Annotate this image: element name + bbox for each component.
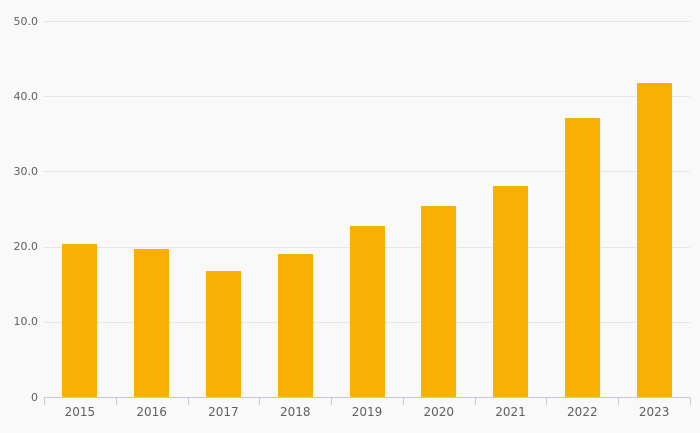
bar-2019 xyxy=(349,226,385,397)
x-axis-label: 2015 xyxy=(64,405,96,419)
bar-2020 xyxy=(421,205,457,397)
x-axis-tick xyxy=(259,397,261,405)
x-axis-line xyxy=(44,397,691,398)
x-axis-label: 2022 xyxy=(567,405,598,419)
x-axis-tick xyxy=(44,397,45,405)
gridline xyxy=(44,171,690,173)
x-axis-tick xyxy=(115,397,117,405)
bar-2015 xyxy=(62,244,98,397)
y-axis-label: 30.0 xyxy=(13,164,39,178)
x-axis-tick xyxy=(690,397,691,405)
x-axis-tick xyxy=(187,397,189,405)
y-axis-label: 20.0 xyxy=(13,240,39,254)
x-axis-tick xyxy=(402,397,404,405)
x-axis-label: 2016 xyxy=(136,405,167,419)
x-axis-label: 2017 xyxy=(208,405,239,419)
y-axis-label: 0 xyxy=(31,390,38,404)
bar-2023 xyxy=(636,82,672,397)
bar-2022 xyxy=(564,118,600,397)
bar-2016 xyxy=(134,248,170,397)
x-axis-tick xyxy=(331,397,333,405)
y-axis-label: 10.0 xyxy=(13,315,39,329)
bar-2017 xyxy=(205,270,241,397)
y-axis-label: 40.0 xyxy=(13,89,39,103)
bar-2018 xyxy=(277,254,313,397)
gridline xyxy=(44,21,690,22)
bar-2021 xyxy=(493,186,529,397)
x-axis-label: 2020 xyxy=(423,405,455,419)
x-axis-tick xyxy=(618,397,620,405)
x-axis-label: 2023 xyxy=(638,405,670,419)
x-axis-label: 2021 xyxy=(495,405,526,419)
x-axis-label: 2018 xyxy=(279,405,311,419)
x-axis-tick xyxy=(474,397,476,405)
gridline xyxy=(44,96,690,98)
x-axis-label: 2019 xyxy=(351,405,383,419)
y-axis-label: 50.0 xyxy=(13,14,39,28)
x-axis-tick xyxy=(546,397,548,405)
